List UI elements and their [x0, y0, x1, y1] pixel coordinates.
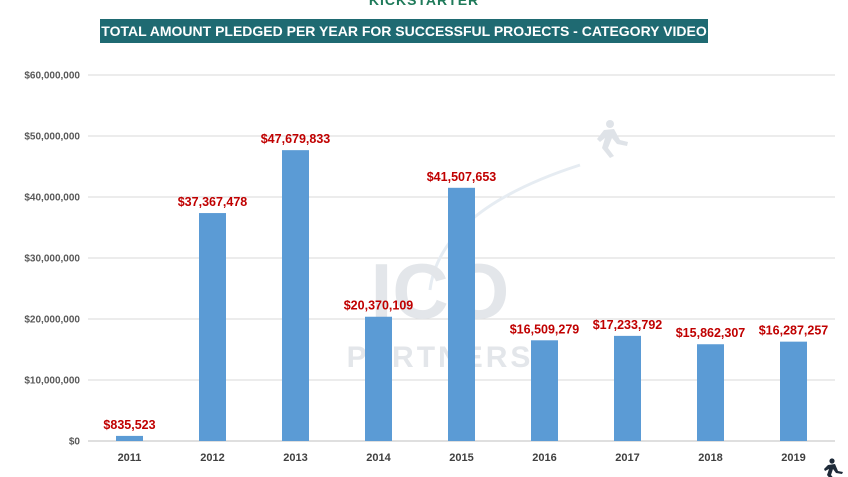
y-tick-label: $60,000,000 [24, 71, 80, 82]
bar-2017 [614, 335, 641, 441]
y-tick-label: $30,000,000 [24, 254, 80, 265]
y-tick-label: $40,000,000 [24, 193, 80, 204]
chart-title: TOTAL AMOUNT PLEDGED PER YEAR FOR SUCCES… [100, 19, 708, 63]
watermark-main-text: ICO [371, 247, 510, 335]
bar-2016 [531, 340, 558, 441]
data-label-2011: $835,523 [103, 418, 155, 432]
runner-icon [597, 120, 628, 158]
y-tick-label: $10,000,000 [24, 376, 80, 387]
bar-2014 [365, 316, 392, 441]
x-tick-label: 2015 [449, 452, 473, 464]
bar-2019 [780, 341, 807, 441]
y-tick-label: $0 [69, 437, 81, 448]
bars-layer [116, 150, 807, 441]
data-label-2018: $15,862,307 [676, 326, 746, 340]
data-label-2015: $41,507,653 [427, 170, 497, 184]
bar-2013 [282, 150, 309, 441]
x-tick-label: 2014 [366, 452, 391, 464]
x-tick-label: 2012 [200, 452, 224, 464]
data-label-2019: $16,287,257 [759, 324, 829, 338]
y-tick-label: $20,000,000 [24, 315, 80, 326]
y-tick-label: $50,000,000 [24, 132, 80, 143]
data-label-2016: $16,509,279 [510, 322, 580, 336]
data-label-2012: $37,367,478 [178, 195, 248, 209]
data-label-2014: $20,370,109 [344, 299, 414, 313]
corner-runner-icon [824, 458, 843, 477]
bar-2015 [448, 187, 475, 441]
bar-2018 [697, 344, 724, 441]
bar-2012 [199, 213, 226, 441]
x-tick-label: 2013 [283, 452, 307, 464]
x-tick-label: 2016 [532, 452, 556, 464]
data-label-2013: $47,679,833 [261, 132, 331, 146]
labels-layer: $835,523 2011 $37,367,478 2012 $47,679,833 20… [103, 132, 828, 464]
x-tick-label: 2017 [615, 452, 639, 464]
x-tick-label: 2019 [781, 452, 805, 464]
x-tick-label: 2011 [118, 452, 142, 464]
x-tick-label: 2018 [698, 452, 722, 464]
data-label-2017: $17,233,792 [593, 318, 663, 332]
bar-2011 [116, 435, 143, 441]
brand-logo-text: KICKSTARTER [368, 0, 480, 8]
